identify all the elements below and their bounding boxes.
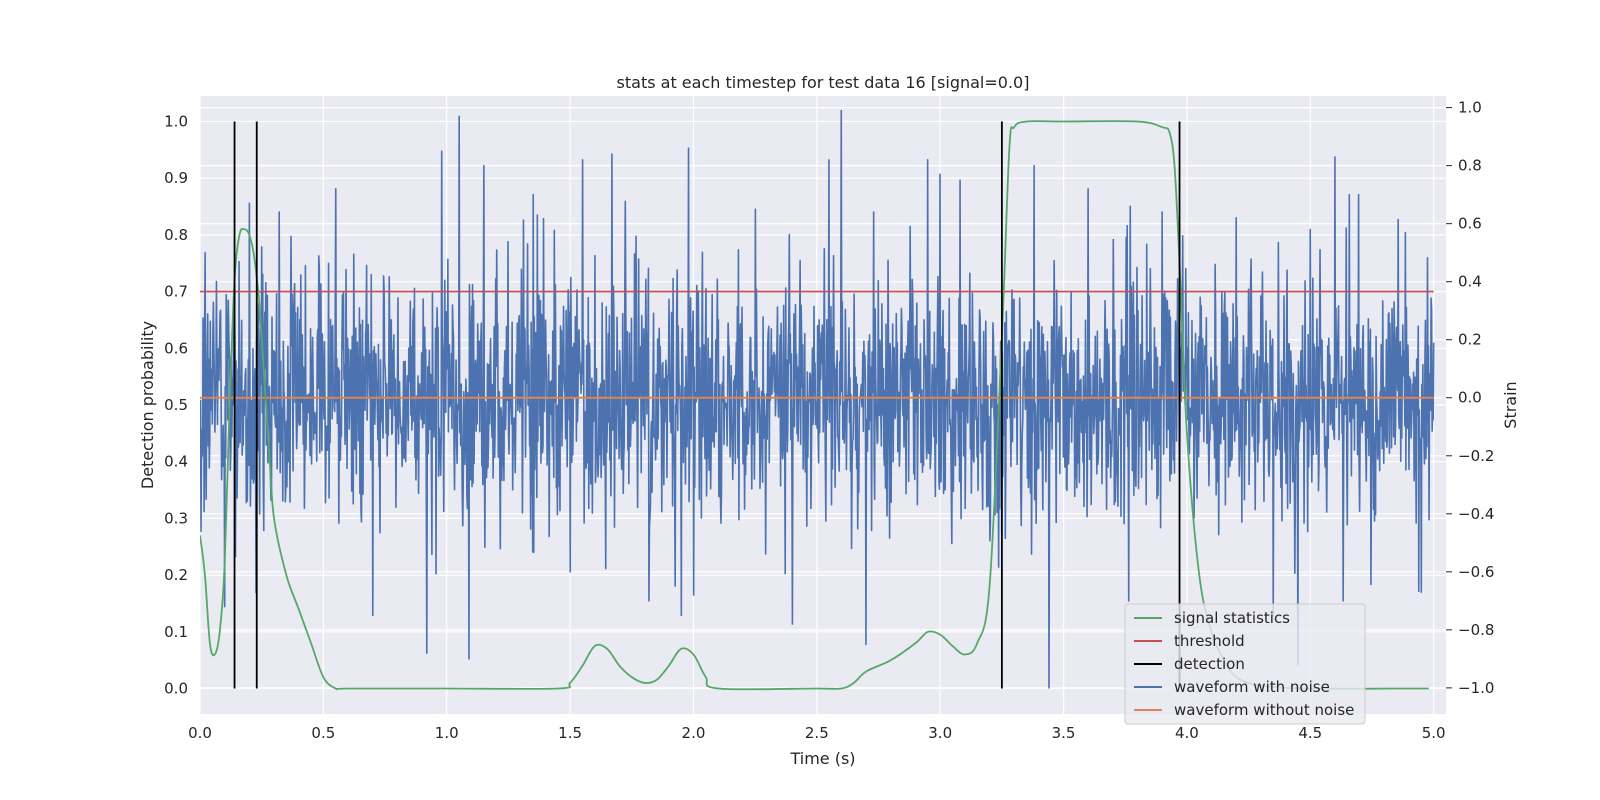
right-y-axis-label: Strain [1501, 381, 1520, 428]
right-y-tick-label: −0.4 [1458, 505, 1494, 523]
left-y-tick-label: 0.2 [164, 566, 188, 584]
left-y-tick-label: 0.6 [164, 339, 188, 357]
legend-label: waveform with noise [1174, 678, 1330, 696]
right-y-tick-label: −0.2 [1458, 447, 1494, 465]
chart-title: stats at each timestep for test data 16 … [617, 73, 1030, 92]
series-signal-statistics [200, 120, 1429, 691]
right-y-tick-label: 0.0 [1458, 389, 1482, 407]
legend-label: waveform without noise [1174, 701, 1354, 719]
left-y-tick-label: 0.4 [164, 453, 188, 471]
left-y-tick-label: 0.9 [164, 169, 188, 187]
left-y-tick-label: 0.0 [164, 679, 188, 697]
right-y-tick-label: 0.8 [1458, 157, 1482, 175]
legend-box [1124, 603, 1366, 725]
left-y-tick-label: 0.7 [164, 283, 188, 301]
x-tick-label: 1.0 [435, 724, 459, 742]
right-y-tick-label: 0.6 [1458, 215, 1482, 233]
x-tick-label: 1.5 [558, 724, 582, 742]
right-y-tick-label: −0.6 [1458, 563, 1494, 581]
legend-label: signal statistics [1174, 609, 1290, 627]
left-y-tick-label: 0.1 [164, 623, 188, 641]
legend-label: threshold [1174, 632, 1245, 650]
legend: signal statistics threshold detection wavef… [1124, 603, 1366, 725]
left-y-axis-label: Detection probability [138, 321, 157, 489]
x-axis-label: Time (s) [789, 749, 855, 768]
right-y-tick-label: −1.0 [1458, 679, 1494, 697]
right-y-axis-ticks: −1.0 −0.8 −0.6 −0.4 −0.2 0.0 0.2 0.4 0.6 0.8 1.0 [1446, 99, 1494, 697]
x-axis-ticks: 0.0 0.5 1.0 1.5 2.0 2.5 3.0 3.5 4.0 4.5 5.0 [188, 724, 1446, 742]
left-y-tick-label: 0.5 [164, 396, 188, 414]
right-y-tick-label: −0.8 [1458, 621, 1494, 639]
x-tick-label: 2.5 [805, 724, 829, 742]
x-tick-label: 3.5 [1052, 724, 1076, 742]
x-tick-label: 4.0 [1175, 724, 1199, 742]
right-y-tick-label: 0.2 [1458, 331, 1482, 349]
x-tick-label: 4.5 [1298, 724, 1322, 742]
right-y-tick-label: 0.4 [1458, 273, 1482, 291]
x-tick-label: 2.0 [682, 724, 706, 742]
x-tick-label: 0.5 [311, 724, 335, 742]
plot-content [200, 109, 1435, 691]
legend-label: detection [1174, 655, 1245, 673]
left-y-tick-label: 1.0 [164, 113, 188, 131]
left-y-tick-label: 0.8 [164, 226, 188, 244]
left-y-tick-label: 0.3 [164, 509, 188, 527]
left-y-axis-ticks: 0.0 0.1 0.2 0.3 0.4 0.5 0.6 0.7 0.8 0.9 1.0 [164, 113, 188, 698]
series-waveform-with-noise [200, 109, 1435, 689]
x-tick-label: 0.0 [188, 724, 212, 742]
right-y-tick-label: 1.0 [1458, 99, 1482, 117]
x-tick-label: 3.0 [928, 724, 952, 742]
x-tick-label: 5.0 [1422, 724, 1446, 742]
